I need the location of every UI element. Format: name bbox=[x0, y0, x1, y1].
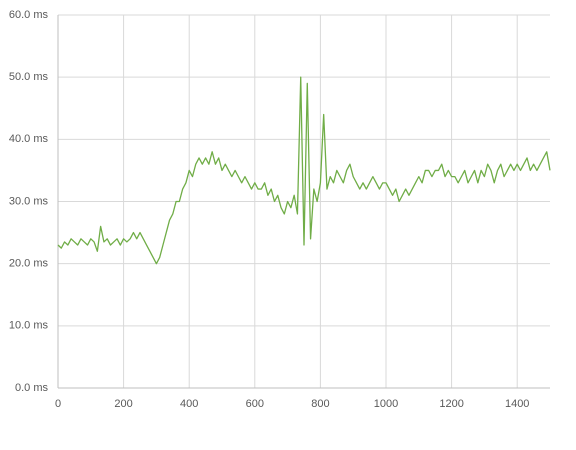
x-tick-label: 1200 bbox=[439, 398, 463, 410]
x-tick-label: 0 bbox=[55, 398, 61, 410]
y-tick-label: 50.0 ms bbox=[9, 71, 49, 83]
x-tick-label: 1400 bbox=[505, 398, 529, 410]
y-tick-label: 30.0 ms bbox=[9, 195, 49, 207]
x-tick-label: 200 bbox=[114, 398, 132, 410]
x-tick-label: 600 bbox=[246, 398, 264, 410]
y-tick-label: 40.0 ms bbox=[9, 133, 49, 145]
y-tick-label: 10.0 ms bbox=[9, 320, 49, 332]
y-tick-label: 20.0 ms bbox=[9, 258, 49, 270]
x-tick-label: 1000 bbox=[374, 398, 398, 410]
data-line bbox=[57, 76, 551, 265]
x-tick-label: 400 bbox=[180, 398, 198, 410]
x-tick-label: 800 bbox=[311, 398, 329, 410]
y-tick-label: 60.0 ms bbox=[9, 9, 49, 21]
y-tick-label: 0.0 ms bbox=[15, 382, 49, 394]
